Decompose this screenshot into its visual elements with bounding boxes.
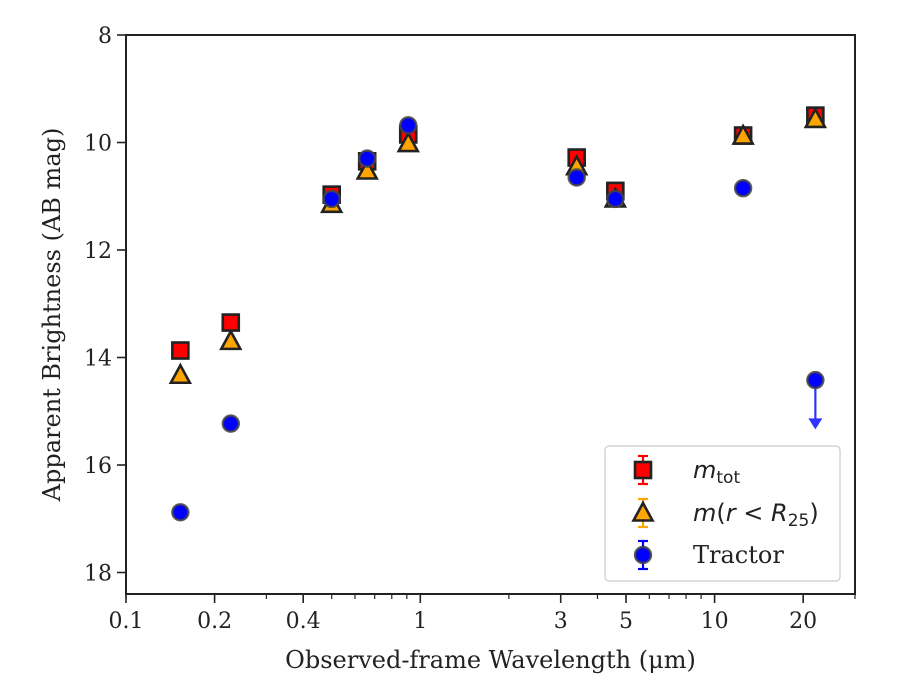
circle-point <box>322 189 341 209</box>
legend-label-tractor: Tractor <box>693 541 784 569</box>
x-tick-label: 0.4 <box>286 609 321 634</box>
y-tick-label: 12 <box>84 239 112 264</box>
circle-point <box>733 178 753 198</box>
square-point <box>221 313 241 332</box>
upper-limit-arrow-head <box>808 418 823 430</box>
legend-box <box>604 445 841 582</box>
x-tick-label: 0.2 <box>197 609 232 634</box>
y-tick-label: 10 <box>84 132 112 157</box>
y-tick-label: 16 <box>84 454 112 479</box>
x-tick-label: 5 <box>619 609 633 634</box>
triangle-point <box>219 328 243 351</box>
legend-circle-marker <box>633 545 653 565</box>
x-axis-label: Observed-frame Wavelength (μm) <box>285 646 696 674</box>
circle-point <box>567 168 586 187</box>
circle-point <box>171 503 190 522</box>
ticks-layer: 0.1 0.2 0.4 1 3 5 10 20 8 10 12 14 16 18 <box>84 24 856 634</box>
triangle-point <box>396 130 420 153</box>
x-tick-label: 1 <box>413 609 427 634</box>
plot-frame <box>125 34 856 595</box>
y-tick-label: 8 <box>98 24 112 49</box>
circle-point <box>806 370 825 390</box>
triangle-point <box>168 362 193 385</box>
legend: mtot m(r < R25) Tractor <box>604 445 841 582</box>
square-point <box>171 341 190 360</box>
circle-point <box>399 116 418 135</box>
triangle-point <box>355 158 379 180</box>
y-tick-label: 18 <box>84 562 112 587</box>
x-tick-label: 20 <box>789 609 817 634</box>
series-layer <box>168 106 828 522</box>
circle-point <box>606 189 625 209</box>
x-tick-label: 0.1 <box>109 609 144 634</box>
circle-point <box>357 149 377 168</box>
circle-point <box>221 414 240 433</box>
x-tick-label: 3 <box>554 609 568 634</box>
legend-square-marker <box>633 460 653 480</box>
legend-label-mtot: mtot <box>693 456 740 488</box>
y-axis-label: Apparent Brightness (AB mag) <box>38 128 66 503</box>
legend-label-m-r25: m(r < R25) <box>693 499 819 531</box>
y-tick-label: 14 <box>84 347 112 372</box>
x-tick-label: 10 <box>701 609 729 634</box>
legend-triangle-marker <box>631 500 655 522</box>
triangle-point <box>803 106 828 129</box>
legend-items: mtot m(r < R25) Tractor <box>631 454 819 571</box>
triangle-point <box>731 123 755 145</box>
